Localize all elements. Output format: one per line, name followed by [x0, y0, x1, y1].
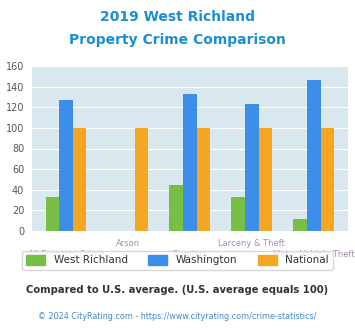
- Bar: [73, 128, 87, 231]
- Bar: [59, 100, 73, 231]
- Text: Compared to U.S. average. (U.S. average equals 100): Compared to U.S. average. (U.S. average …: [26, 285, 329, 295]
- Text: Property Crime Comparison: Property Crime Comparison: [69, 33, 286, 47]
- Bar: [45, 197, 59, 231]
- Bar: [231, 197, 245, 231]
- Bar: [135, 128, 148, 231]
- Text: Arson: Arson: [116, 239, 140, 248]
- Text: Burglary: Burglary: [172, 250, 208, 259]
- Text: All Property Crime: All Property Crime: [28, 250, 104, 259]
- Bar: [293, 218, 307, 231]
- Bar: [307, 81, 321, 231]
- Bar: [321, 128, 334, 231]
- Text: 2019 West Richland: 2019 West Richland: [100, 10, 255, 24]
- Bar: [259, 128, 272, 231]
- Bar: [197, 128, 211, 231]
- Bar: [245, 104, 259, 231]
- Bar: [169, 184, 183, 231]
- Text: Larceny & Theft: Larceny & Theft: [218, 239, 285, 248]
- Text: Motor Vehicle Theft: Motor Vehicle Theft: [273, 250, 355, 259]
- Bar: [183, 94, 197, 231]
- Text: © 2024 CityRating.com - https://www.cityrating.com/crime-statistics/: © 2024 CityRating.com - https://www.city…: [38, 312, 317, 321]
- Legend: West Richland, Washington, National: West Richland, Washington, National: [22, 251, 333, 270]
